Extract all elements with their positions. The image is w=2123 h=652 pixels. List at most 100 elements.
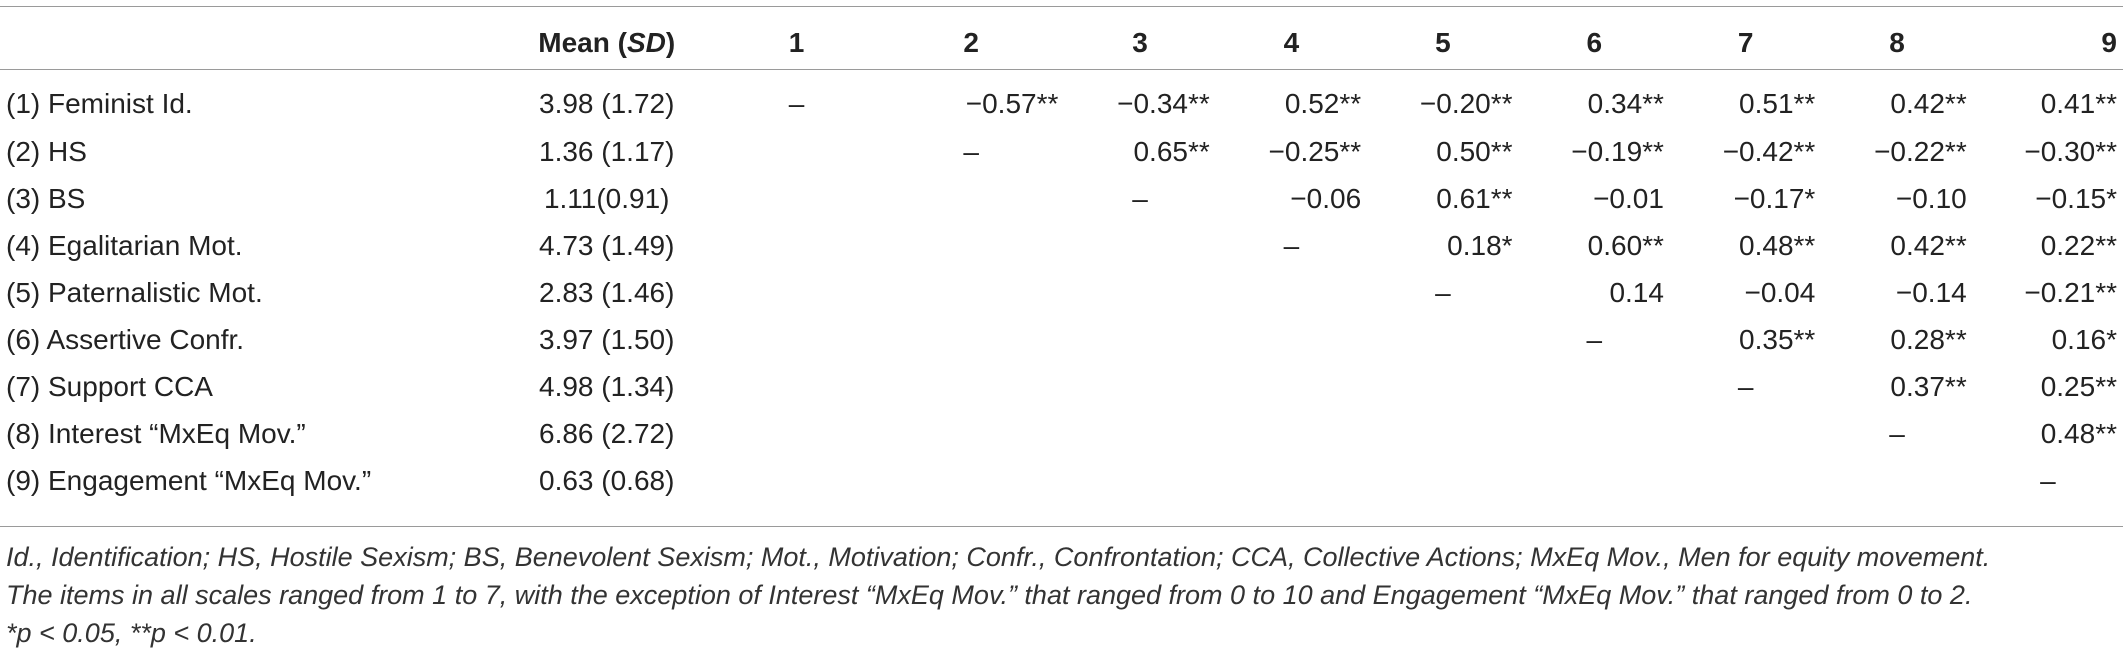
correlation-cell: 0.48** (2040, 417, 2117, 449)
correlation-cell (1670, 410, 1821, 457)
row-label: (4) Egalitarian Mot. (6, 229, 243, 261)
correlation-cell: −0.57** (965, 88, 1059, 119)
correlation-cell: 0.42** (1890, 88, 1967, 119)
row-label: (5) Paternalistic Mot. (6, 276, 263, 308)
correlation-cell: −0.01 (1593, 182, 1664, 214)
diagonal-dash-cell: – (1737, 370, 1754, 402)
mean-sd-cell: 1.11(0.91) (543, 182, 670, 214)
correlation-cell: 0.18* (1447, 229, 1513, 261)
correlation-cell: 0.60** (1587, 229, 1664, 261)
correlation-cell: −0.10 (1895, 182, 1967, 214)
correlation-cell: 0.61** (1436, 182, 1513, 214)
correlation-cell (1064, 316, 1215, 363)
correlation-cell (878, 410, 1064, 457)
mean-sd-cell: 2.83 (1.46) (539, 276, 675, 308)
table-row: (5) Paternalistic Mot. 2.83 (1.46) – 0.14 −0… (0, 269, 2123, 316)
correlation-cell (1670, 457, 1821, 504)
diagonal-dash-cell: – (788, 88, 805, 119)
correlation-cell: 0.48** (1739, 229, 1816, 261)
correlation-cell: 0.52** (1284, 88, 1362, 119)
table-notes: Id., Identification; HS, Hostile Sexism;… (6, 538, 2116, 652)
correlation-cell (1064, 222, 1215, 269)
diagonal-dash-cell: – (1283, 229, 1300, 261)
correlation-cell: −0.14 (1895, 276, 1967, 308)
correlation-cell (1216, 316, 1367, 363)
correlation-cell (1064, 269, 1215, 316)
table-row: (3) BS 1.11(0.91) – −0.06 0.61** −0.01 −0.17* −… (0, 175, 2123, 222)
header-col-4: 4 (1283, 27, 1300, 58)
correlation-cell: −0.15* (2035, 182, 2117, 214)
correlation-cell: −0.42** (1722, 135, 1816, 167)
correlation-cell (878, 222, 1064, 269)
table-row: (1) Feminist Id. 3.98 (1.72) – −0.57** −0.34… (0, 70, 2123, 128)
correlation-cell (715, 363, 878, 410)
header-col-9: 9 (2101, 27, 2117, 58)
correlation-cell (1216, 363, 1367, 410)
note-significance: *p < 0.05, **p < 0.01. (6, 618, 257, 648)
mean-sd-cell: 3.97 (1.50) (539, 323, 675, 355)
correlation-cell (878, 175, 1064, 222)
correlation-cell: 0.34** (1587, 88, 1664, 119)
correlation-cell (715, 410, 878, 457)
mean-sd-cell: 3.98 (1.72) (539, 88, 675, 119)
correlation-cell (878, 457, 1064, 504)
correlation-cell: 0.28** (1890, 323, 1967, 355)
correlation-cell: −0.34** (1117, 88, 1210, 119)
correlation-cell: −0.06 (1290, 182, 1362, 214)
correlation-cell: 0.41** (2040, 88, 2117, 119)
diagonal-dash-cell: – (1586, 323, 1603, 355)
correlation-cell (1519, 410, 1670, 457)
correlation-cell (878, 363, 1064, 410)
top-rule (0, 6, 2123, 7)
correlation-cell: −0.30** (2024, 135, 2117, 167)
correlation-cell: −0.04 (1744, 276, 1816, 308)
header-col-5: 5 (1435, 27, 1451, 58)
header-col-2: 2 (963, 27, 979, 58)
correlation-cell (1064, 457, 1215, 504)
correlation-cell: 0.51** (1739, 88, 1816, 119)
diagonal-dash-cell: – (2040, 464, 2056, 496)
correlation-cell (1367, 363, 1518, 410)
correlation-cell (1064, 410, 1215, 457)
correlation-cell (1064, 363, 1215, 410)
header-row: Mean (SD) 1 2 3 4 5 6 7 8 9 (0, 16, 2123, 70)
diagonal-dash-cell: – (1132, 182, 1148, 214)
correlation-cell: 0.14 (1609, 276, 1664, 308)
row-label: (2) HS (6, 135, 87, 167)
mean-sd-cell: 6.86 (2.72) (539, 417, 675, 449)
correlation-cell: −0.25** (1268, 135, 1362, 167)
header-col-1: 1 (788, 27, 805, 58)
header-cell-blank (0, 16, 498, 70)
correlation-cell (1821, 457, 1972, 504)
header-col-7: 7 (1737, 27, 1754, 58)
correlation-cell: −0.19** (1571, 135, 1664, 167)
correlation-cell (715, 128, 878, 175)
diagonal-dash-cell: – (1435, 276, 1451, 308)
correlation-cell (715, 316, 878, 363)
correlation-cell (1216, 410, 1367, 457)
correlation-cell (1216, 269, 1367, 316)
correlation-cell: −0.20** (1419, 88, 1513, 119)
row-label: (8) Interest “MxEq Mov.” (6, 417, 306, 449)
correlation-cell (1519, 457, 1670, 504)
correlation-cell: 0.50** (1436, 135, 1513, 167)
correlation-cell: 0.25** (2040, 370, 2117, 402)
header-col-8: 8 (1889, 27, 1905, 58)
row-label: (3) BS (6, 182, 86, 214)
correlation-cell (715, 269, 878, 316)
note-scale-ranges: The items in all scales ranged from 1 to… (6, 580, 1973, 610)
correlation-cell (1519, 363, 1670, 410)
table-row: (6) Assertive Confr. 3.97 (1.50) – 0.35** 0.… (0, 316, 2123, 363)
correlation-cell (715, 457, 878, 504)
correlation-cell: −0.22** (1874, 135, 1967, 167)
header-col-6: 6 (1586, 27, 1603, 58)
row-label: (7) Support CCA (6, 370, 213, 402)
diagonal-dash-cell: – (963, 135, 979, 167)
correlation-table: Mean (SD) 1 2 3 4 5 6 7 8 9 (1) Feminist… (0, 16, 2123, 504)
correlation-cell: 0.42** (1890, 229, 1967, 261)
table-row: (4) Egalitarian Mot. 4.73 (1.49) – 0.18* 0.6… (0, 222, 2123, 269)
header-col-3: 3 (1132, 27, 1148, 58)
row-label: (9) Engagement “MxEq Mov.” (6, 464, 372, 496)
mean-sd-cell: 1.36 (1.17) (539, 135, 675, 167)
